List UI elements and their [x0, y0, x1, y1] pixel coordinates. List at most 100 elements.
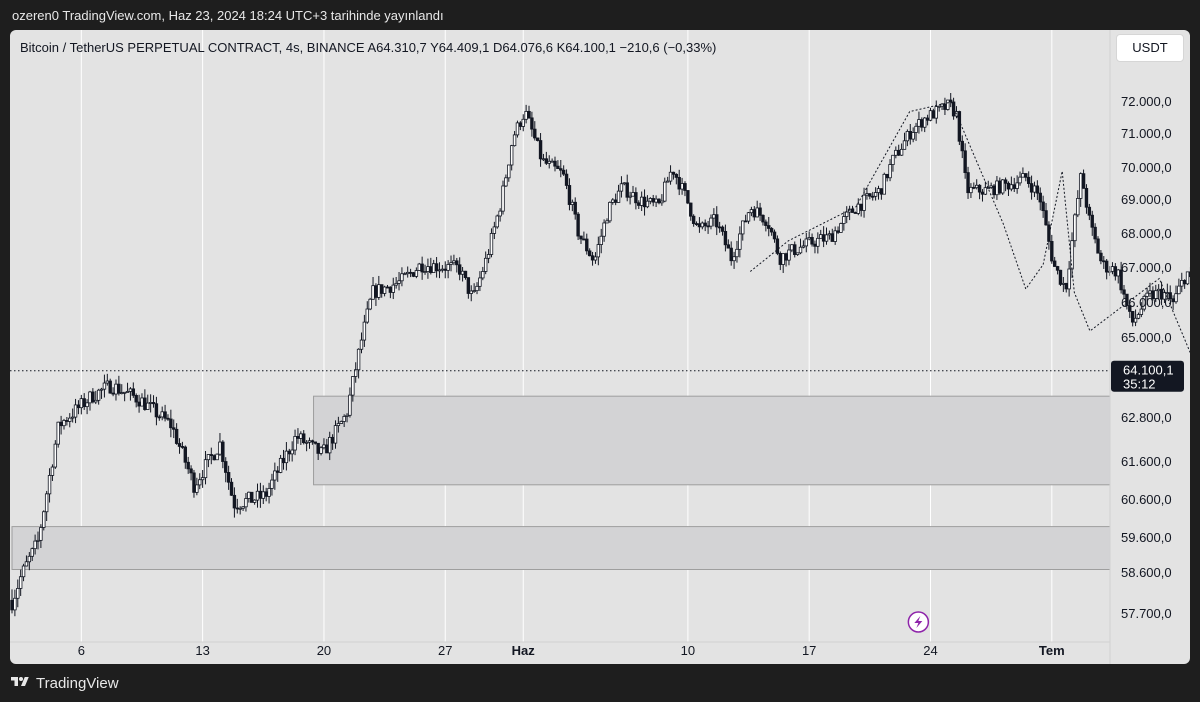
candle-body[interactable] — [795, 252, 800, 255]
candle-body[interactable] — [264, 491, 268, 497]
candle-body[interactable] — [899, 148, 904, 156]
candle-body[interactable] — [605, 220, 609, 224]
candle-body[interactable] — [1133, 317, 1138, 323]
candle-body[interactable] — [911, 132, 915, 140]
candle-body[interactable] — [582, 238, 586, 241]
candle-body[interactable] — [198, 479, 202, 486]
candle-body[interactable] — [1058, 269, 1063, 285]
candle-body[interactable] — [611, 199, 615, 203]
candle-body[interactable] — [654, 198, 658, 203]
candle-body[interactable] — [928, 110, 933, 121]
candle-body[interactable] — [284, 450, 289, 464]
candle-body[interactable] — [469, 290, 473, 294]
candle-body[interactable] — [570, 201, 575, 205]
candle-body[interactable] — [276, 470, 280, 473]
candle-body[interactable] — [790, 244, 794, 251]
candle-body[interactable] — [221, 441, 225, 462]
candle-body[interactable] — [943, 103, 947, 110]
candle-body[interactable] — [827, 233, 832, 236]
candle-body[interactable] — [769, 228, 774, 233]
candle-body[interactable] — [793, 244, 797, 255]
candle-body[interactable] — [486, 254, 491, 259]
candle-body[interactable] — [1185, 271, 1190, 285]
candle-body[interactable] — [24, 561, 29, 567]
candle-body[interactable] — [1122, 289, 1126, 295]
candle-body[interactable] — [891, 154, 895, 165]
candle-body[interactable] — [244, 498, 248, 508]
candle-body[interactable] — [816, 237, 820, 247]
candle-body[interactable] — [1142, 295, 1146, 310]
candle-body[interactable] — [443, 268, 447, 271]
candle-body[interactable] — [388, 286, 393, 293]
candle-body[interactable] — [394, 282, 398, 286]
candle-body[interactable] — [351, 376, 355, 396]
candle-body[interactable] — [232, 494, 237, 509]
candle-body[interactable] — [810, 237, 814, 245]
candle-body[interactable] — [290, 449, 294, 455]
candle-body[interactable] — [400, 273, 404, 282]
candle-body[interactable] — [850, 208, 855, 213]
candle-body[interactable] — [524, 110, 528, 120]
support-zone[interactable] — [313, 395, 1111, 486]
candle-body[interactable] — [561, 169, 566, 175]
candle-body[interactable] — [975, 184, 979, 189]
candle-body[interactable] — [1003, 179, 1008, 184]
candle-body[interactable] — [590, 255, 595, 261]
candle-body[interactable] — [356, 348, 361, 371]
candle-body[interactable] — [365, 308, 369, 323]
candle-body[interactable] — [481, 271, 485, 279]
candle-body[interactable] — [1021, 173, 1025, 178]
candle-body[interactable] — [391, 284, 395, 293]
candle-body[interactable] — [1116, 269, 1120, 277]
candle-body[interactable] — [882, 173, 886, 195]
candle-body[interactable] — [1052, 260, 1057, 267]
candle-body[interactable] — [697, 223, 702, 228]
pattern-dotted-line[interactable] — [749, 101, 1190, 378]
candle-body[interactable] — [735, 248, 739, 258]
candle-body[interactable] — [1009, 184, 1014, 190]
candle-body[interactable] — [226, 472, 231, 483]
candle-body[interactable] — [743, 220, 748, 223]
candle-body[interactable] — [856, 203, 860, 214]
candle-body[interactable] — [1180, 280, 1184, 287]
candle-body[interactable] — [316, 442, 320, 454]
candle-body[interactable] — [619, 183, 624, 192]
candle-body[interactable] — [252, 499, 257, 503]
candle-body[interactable] — [125, 391, 130, 393]
candle-body[interactable] — [530, 117, 534, 130]
candle-body[interactable] — [172, 427, 176, 430]
candle-body[interactable] — [596, 244, 601, 258]
candle-body[interactable] — [333, 425, 338, 444]
candle-body[interactable] — [137, 401, 141, 407]
candle-body[interactable] — [726, 244, 731, 249]
candle-body[interactable] — [813, 243, 817, 247]
candle-body[interactable] — [694, 223, 699, 225]
candle-body[interactable] — [625, 182, 629, 198]
candle-body[interactable] — [749, 209, 754, 214]
candle-body[interactable] — [804, 238, 808, 247]
candle-body[interactable] — [466, 277, 471, 294]
candle-body[interactable] — [420, 263, 424, 273]
candle-body[interactable] — [50, 466, 55, 476]
candle-body[interactable] — [1081, 173, 1086, 189]
candle-body[interactable] — [65, 420, 69, 422]
candle-body[interactable] — [278, 457, 283, 473]
candle-body[interactable] — [342, 416, 346, 422]
candle-body[interactable] — [738, 233, 742, 250]
candle-body[interactable] — [1090, 214, 1094, 228]
candle-body[interactable] — [674, 173, 679, 178]
candle-body[interactable] — [969, 186, 973, 194]
candle-body[interactable] — [157, 416, 162, 419]
candle-body[interactable] — [455, 260, 459, 266]
candle-body[interactable] — [261, 491, 265, 499]
candle-body[interactable] — [1162, 292, 1167, 300]
candle-body[interactable] — [755, 207, 759, 218]
candle-body[interactable] — [88, 391, 92, 404]
candle-body[interactable] — [1050, 241, 1054, 262]
candle-body[interactable] — [143, 397, 147, 410]
candle-body[interactable] — [957, 111, 962, 142]
candle-body[interactable] — [307, 440, 312, 443]
candle-body[interactable] — [1136, 314, 1141, 319]
candle-body[interactable] — [1076, 198, 1080, 216]
candle-body[interactable] — [94, 399, 98, 403]
